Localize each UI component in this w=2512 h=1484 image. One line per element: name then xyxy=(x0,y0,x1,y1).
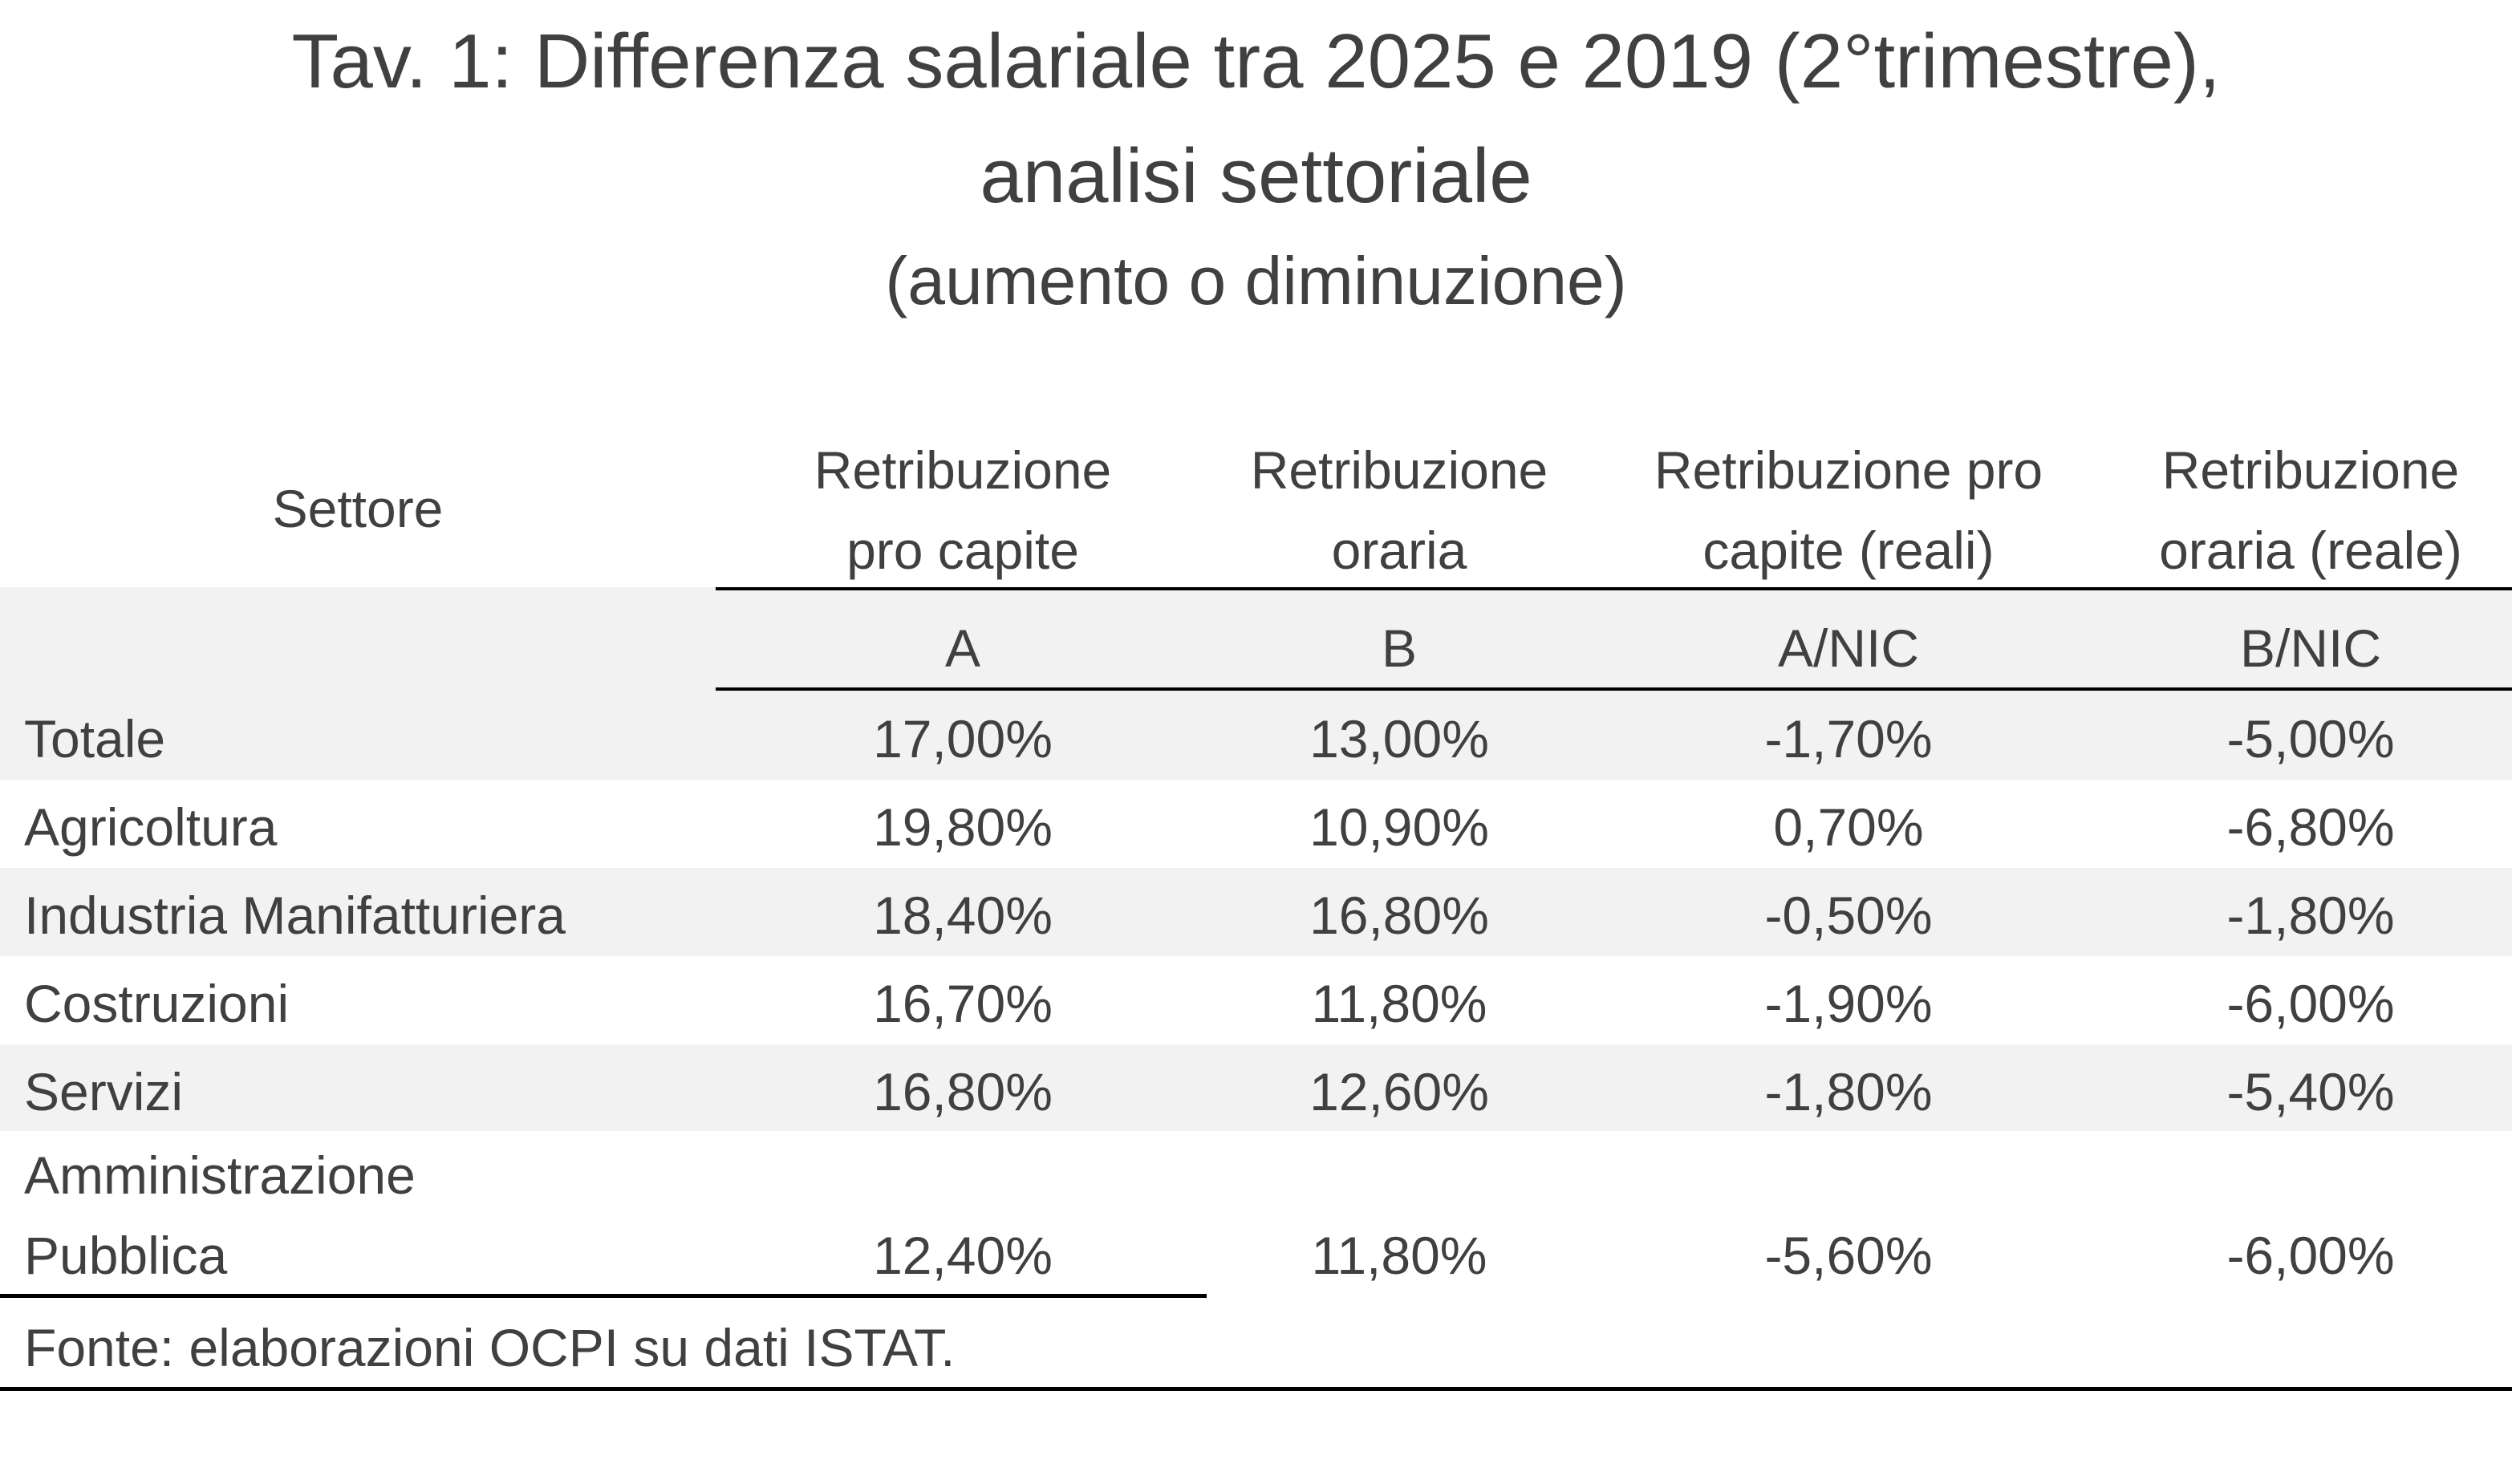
header-code-a: A xyxy=(944,618,981,678)
cell-bnic: -5,00% xyxy=(2226,709,2395,768)
cell-bnic: -6,80% xyxy=(2226,797,2395,857)
cell-b: 16,80% xyxy=(1309,886,1489,945)
table-row: Totale 17,00% 13,00% -1,70% -5,00% xyxy=(0,695,2512,783)
cell-bnic: -1,80% xyxy=(2226,886,2395,945)
cell-a: 18,40% xyxy=(873,886,1053,945)
cell-anic: 0,70% xyxy=(1773,797,1924,857)
header-rule-top xyxy=(716,587,2512,590)
header-col-bnic-line1: Retribuzione xyxy=(2161,440,2460,500)
row-band-industria xyxy=(0,868,2512,956)
row-label: Industria Manifatturiera xyxy=(24,886,566,945)
cell-b: 12,60% xyxy=(1309,1062,1489,1121)
row-label: Agricoltura xyxy=(24,797,278,857)
cell-b: 13,00% xyxy=(1309,709,1489,768)
cell-bnic: -6,00% xyxy=(2226,974,2395,1033)
row-label: Costruzioni xyxy=(24,974,290,1033)
cell-anic: -1,90% xyxy=(1764,974,1933,1033)
row-band-servizi xyxy=(0,1044,2512,1131)
cell-bnic: -5,40% xyxy=(2226,1062,2395,1121)
header-col-a-line1: Retribuzione xyxy=(814,440,1112,500)
cell-anic: -0,50% xyxy=(1764,886,1933,945)
row-label-line2: Pubblica xyxy=(24,1226,228,1285)
title-line-1: Tav. 1: Differenza salariale tra 2025 e … xyxy=(291,18,2221,104)
table-row: Amministrazione Pubblica 12,40% 11,80% -… xyxy=(0,1131,2512,1296)
cell-a: 16,70% xyxy=(873,974,1053,1033)
header-settore: Settore xyxy=(272,479,444,538)
header-col-anic-line2: capite (reali) xyxy=(1702,521,1995,580)
header-col-b-line2: oraria xyxy=(1331,521,1467,580)
header-rule-bottom xyxy=(716,687,2512,691)
header-code-anic: A/NIC xyxy=(1777,618,1920,678)
cell-anic: -1,70% xyxy=(1764,709,1933,768)
row-label-line1: Amministrazione xyxy=(24,1145,416,1205)
footer-rule xyxy=(0,1387,2512,1391)
cell-b: 11,80% xyxy=(1311,974,1487,1033)
cell-bnic: -6,00% xyxy=(2226,1226,2395,1285)
header-code-b: B xyxy=(1381,618,1418,678)
header-col-anic-line1: Retribuzione pro xyxy=(1654,440,2043,500)
cell-anic: -1,80% xyxy=(1764,1062,1933,1121)
header-band xyxy=(0,587,2512,780)
cell-a: 12,40% xyxy=(873,1226,1053,1285)
row-label: Totale xyxy=(24,709,166,768)
table-row: Servizi 16,80% 12,60% -1,80% -5,40% xyxy=(0,1048,2512,1136)
row-label: Servizi xyxy=(24,1062,184,1121)
header-code-bnic: B/NIC xyxy=(2239,618,2382,678)
cell-b: 10,90% xyxy=(1309,797,1489,857)
header-col-a-line2: pro capite xyxy=(846,521,1079,580)
table-row: Industria Manifatturiera 18,40% 16,80% -… xyxy=(0,871,2512,959)
title-line-2: analisi settoriale xyxy=(980,133,1532,219)
table-bottom-rule xyxy=(0,1294,1207,1298)
source-note: Fonte: elaborazioni OCPI su dati ISTAT. xyxy=(24,1318,956,1377)
subtitle: (aumento o diminuzione) xyxy=(885,243,1627,318)
cell-anic: -5,60% xyxy=(1764,1226,1933,1285)
table-row: Costruzioni 16,70% 11,80% -1,90% -6,00% xyxy=(0,959,2512,1048)
header-col-bnic-line2: oraria (reale) xyxy=(2159,521,2462,580)
header-col-b-line1: Retribuzione xyxy=(1250,440,1548,500)
cell-b: 11,80% xyxy=(1311,1226,1487,1285)
table-row: Agricoltura 19,80% 10,90% 0,70% -6,80% xyxy=(0,783,2512,871)
cell-a: 16,80% xyxy=(873,1062,1053,1121)
cell-a: 17,00% xyxy=(873,709,1053,768)
cell-a: 19,80% xyxy=(873,797,1053,857)
